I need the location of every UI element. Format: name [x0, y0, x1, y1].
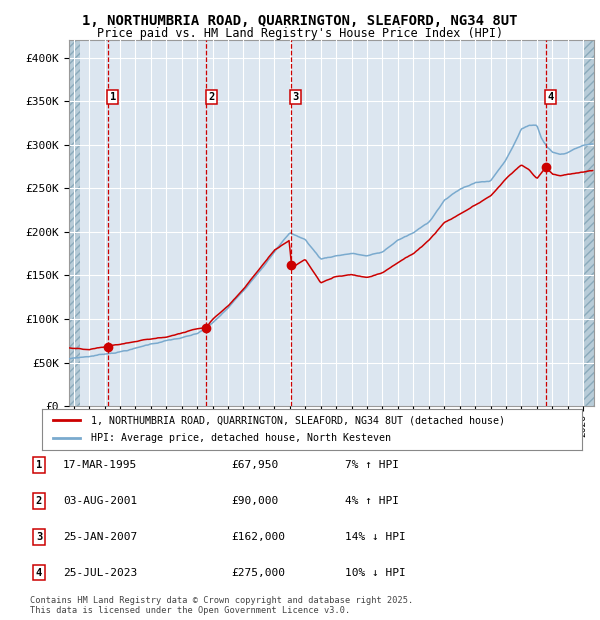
- Bar: [69, 40, 80, 406]
- Text: Contains HM Land Registry data © Crown copyright and database right 2025.
This d: Contains HM Land Registry data © Crown c…: [30, 596, 413, 615]
- Bar: [583, 40, 594, 406]
- Text: £67,950: £67,950: [231, 460, 278, 470]
- Text: 1, NORTHUMBRIA ROAD, QUARRINGTON, SLEAFORD, NG34 8UT (detached house): 1, NORTHUMBRIA ROAD, QUARRINGTON, SLEAFO…: [91, 415, 505, 425]
- Text: £162,000: £162,000: [231, 532, 285, 542]
- Text: 25-JAN-2007: 25-JAN-2007: [63, 532, 137, 542]
- Text: £90,000: £90,000: [231, 496, 278, 506]
- Text: 3: 3: [293, 92, 299, 102]
- Text: 1: 1: [110, 92, 116, 102]
- Text: 1: 1: [36, 460, 42, 470]
- Text: 14% ↓ HPI: 14% ↓ HPI: [345, 532, 406, 542]
- Text: 2: 2: [36, 496, 42, 506]
- Text: HPI: Average price, detached house, North Kesteven: HPI: Average price, detached house, Nort…: [91, 433, 391, 443]
- Text: 4% ↑ HPI: 4% ↑ HPI: [345, 496, 399, 506]
- Text: £275,000: £275,000: [231, 568, 285, 578]
- Text: 4: 4: [548, 92, 554, 102]
- Text: Price paid vs. HM Land Registry's House Price Index (HPI): Price paid vs. HM Land Registry's House …: [97, 27, 503, 40]
- Text: 4: 4: [36, 568, 42, 578]
- Text: 2: 2: [208, 92, 214, 102]
- Text: 25-JUL-2023: 25-JUL-2023: [63, 568, 137, 578]
- Text: 3: 3: [36, 532, 42, 542]
- Text: 1, NORTHUMBRIA ROAD, QUARRINGTON, SLEAFORD, NG34 8UT: 1, NORTHUMBRIA ROAD, QUARRINGTON, SLEAFO…: [82, 14, 518, 28]
- Text: 10% ↓ HPI: 10% ↓ HPI: [345, 568, 406, 578]
- Text: 03-AUG-2001: 03-AUG-2001: [63, 496, 137, 506]
- Text: 17-MAR-1995: 17-MAR-1995: [63, 460, 137, 470]
- Text: 7% ↑ HPI: 7% ↑ HPI: [345, 460, 399, 470]
